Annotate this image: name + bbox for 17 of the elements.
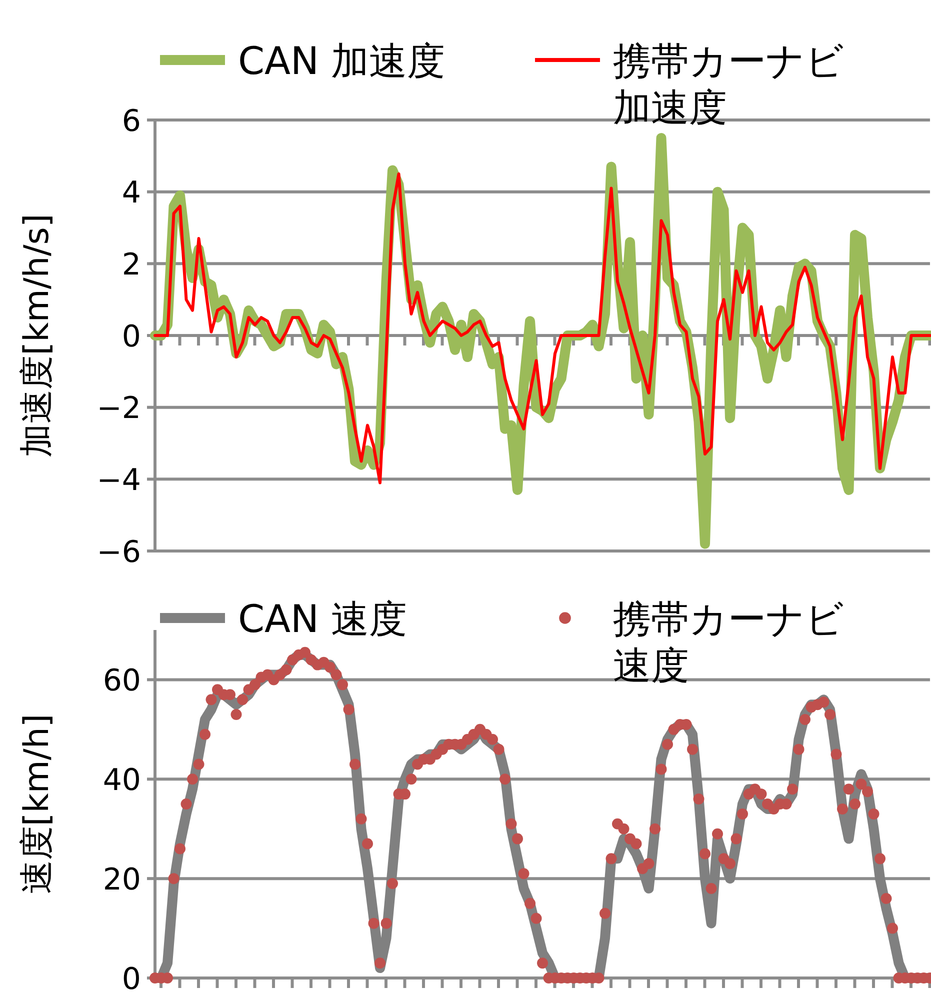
y-tick-label: 2 <box>122 247 141 282</box>
y-tick-label: 6 <box>122 104 141 139</box>
y-tick-label: 0 <box>122 319 141 354</box>
legend-label: CAN 速度 <box>238 597 408 641</box>
y-tick-label: 60 <box>102 664 141 699</box>
y-tick-label: 0 <box>122 962 141 997</box>
y-tick-label: −6 <box>96 534 141 570</box>
y-tick-label: −4 <box>96 462 141 498</box>
y-axis-title: 加速度[km/h/s] <box>17 214 57 458</box>
y-tick-label: 4 <box>122 176 141 211</box>
legend-label: 携帯カーナビ加速度 <box>613 39 844 130</box>
y-axis-title: 速度[km/h] <box>17 714 57 894</box>
legend-label: CAN 加速度 <box>238 39 446 83</box>
y-tick-label: 40 <box>102 762 141 798</box>
legend-label: 携帯カーナビ速度 <box>613 597 844 688</box>
y-tick-label: −2 <box>96 391 141 426</box>
y-tick-label: 20 <box>102 862 141 898</box>
